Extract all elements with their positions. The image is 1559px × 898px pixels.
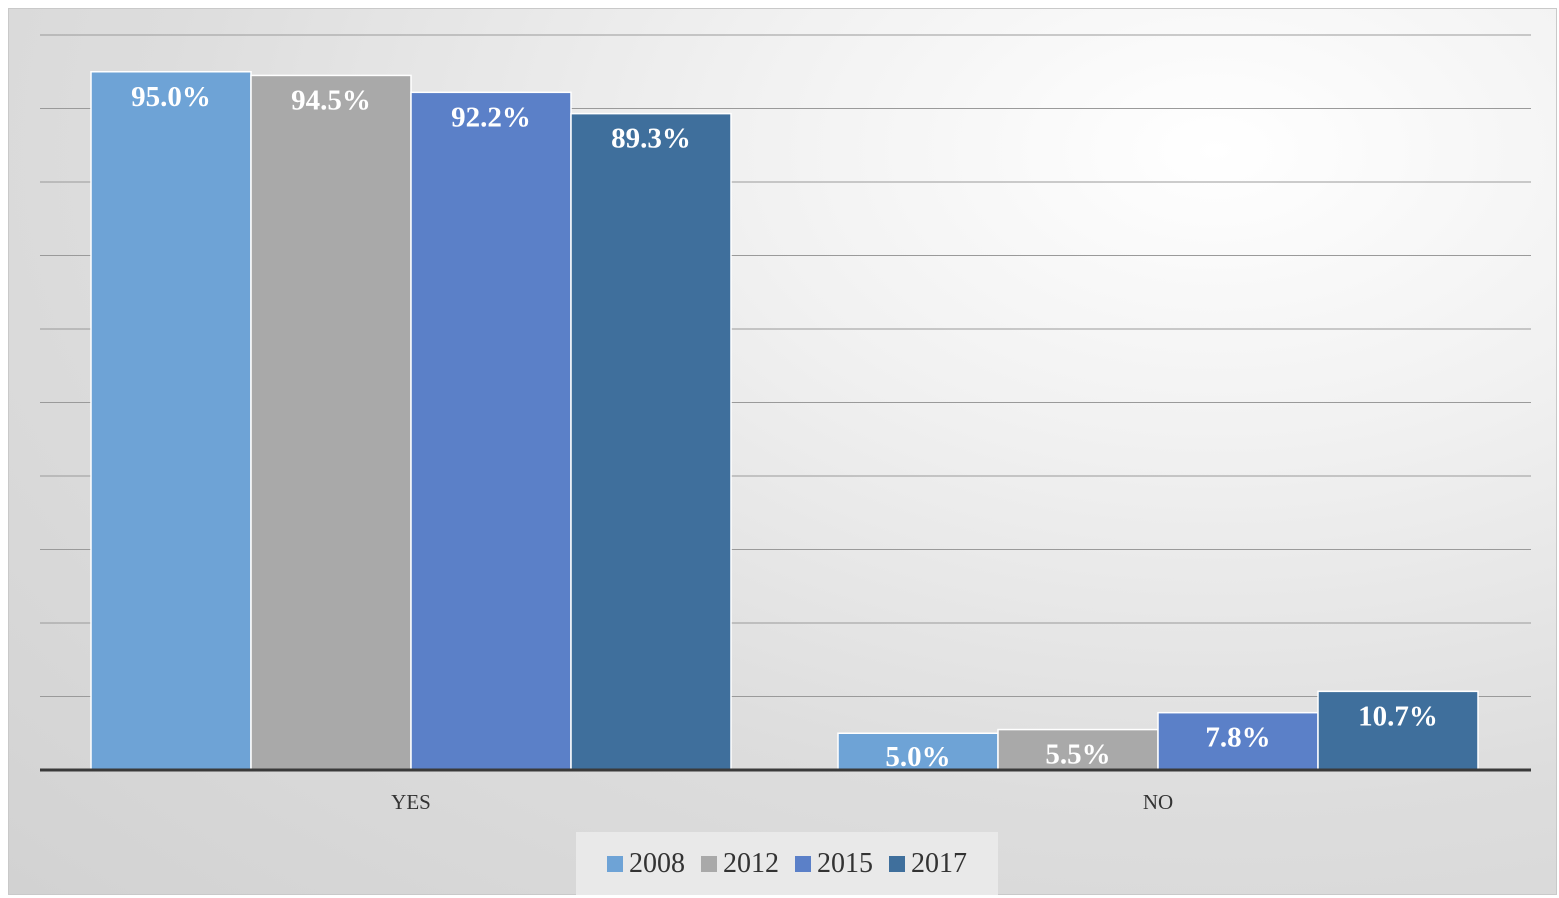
bar-chart: 95.0% 94.5% 92.2% 89.3% 5.0% 5.5% 7.8% 10.7% YE… — [40, 34, 1531, 814]
bar-2015-yes — [410, 91, 572, 771]
bar-2012-yes — [250, 74, 412, 771]
legend-label: 2015 — [817, 847, 873, 879]
category-labels: YES NO — [391, 790, 1173, 814]
bar-2017-yes — [570, 112, 732, 771]
legend-item: 2017 — [889, 848, 967, 880]
category-label: YES — [391, 790, 431, 814]
category-label: NO — [1143, 790, 1173, 814]
data-label: 92.2% — [451, 101, 531, 133]
data-label: 94.5% — [291, 84, 371, 116]
legend-item: 2015 — [795, 848, 873, 880]
legend-swatch — [889, 855, 905, 872]
data-label: 7.8% — [1205, 722, 1270, 754]
legend-swatch — [795, 855, 811, 872]
data-label: 95.0% — [131, 81, 211, 113]
data-label: 10.7% — [1358, 700, 1438, 732]
data-labels: 95.0% 94.5% 92.2% 89.3% 5.0% 5.5% 7.8% 10.7% — [131, 81, 1438, 773]
legend-swatch — [701, 855, 717, 872]
data-label: 89.3% — [611, 123, 691, 155]
data-label: 5.5% — [1045, 739, 1110, 771]
legend-label: 2008 — [629, 847, 685, 879]
legend-swatch — [607, 855, 623, 872]
legend-item: 2008 — [607, 848, 685, 880]
bar-2017-no — [1317, 690, 1479, 771]
bar-2008-yes — [90, 71, 252, 771]
chart-frame: 95.0% 94.5% 92.2% 89.3% 5.0% 5.5% 7.8% 10.7% YE… — [8, 8, 1557, 895]
data-label: 5.0% — [885, 741, 950, 773]
bars — [40, 71, 1531, 772]
legend-label: 2012 — [723, 847, 779, 879]
legend: 2008 2012 2015 2017 — [576, 832, 998, 895]
legend-item: 2012 — [701, 848, 779, 880]
bar-2012-no — [997, 728, 1159, 771]
legend-label: 2017 — [911, 847, 967, 879]
